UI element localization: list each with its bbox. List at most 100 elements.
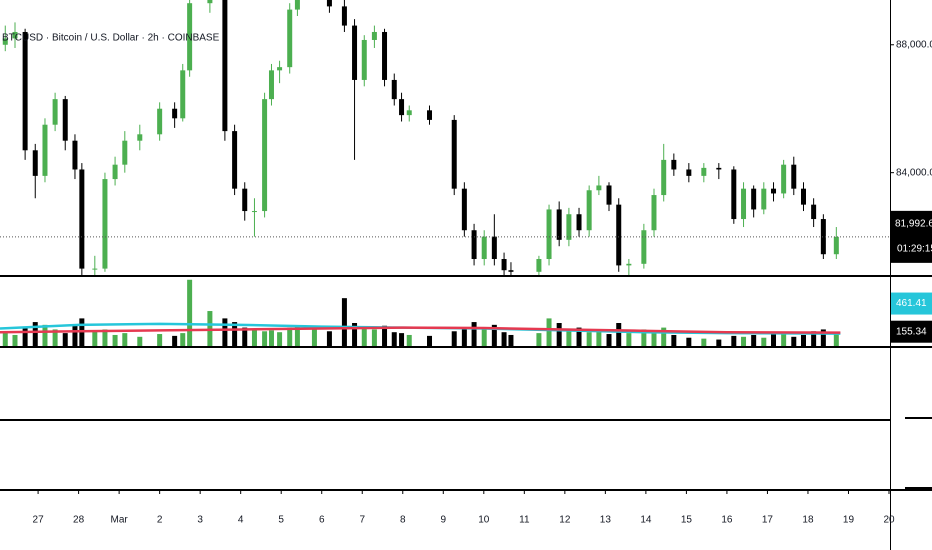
volume-ma [0,326,841,334]
candle-body [399,99,405,116]
x-tick-label: 13 [600,515,612,526]
volume-bar [122,333,128,346]
last-price-box [891,210,932,263]
candle-body [616,204,622,266]
candle-body [731,169,737,220]
candle-body [576,214,582,231]
candle-body [461,188,467,231]
volume-bar [262,331,268,346]
candle-body [361,39,367,80]
candle-body [22,31,28,151]
volume-bar [501,332,507,346]
price-pane [2,0,839,275]
volume-bar [616,323,622,346]
x-tick-label: 27 [33,515,45,526]
volume-bar [508,334,514,346]
volume-bar [112,334,118,346]
last-price-label: 81,992.69 [895,219,932,230]
candle-body [741,188,747,220]
candle-body [820,219,826,255]
volume-bar [481,329,487,346]
volume-bar [92,331,98,346]
candle-body [92,268,98,270]
x-tick-label: 19 [843,515,855,526]
volume-bar [102,329,108,346]
candle-body [471,230,477,260]
volume-bar [22,327,28,346]
volume-bar [371,329,377,346]
volume-bar [811,331,817,346]
volume-label: 155.34 [896,326,927,337]
x-tick-label: 10 [478,515,490,526]
volume-bar [311,329,317,346]
volume-bar [222,318,228,346]
candle-body [556,209,562,240]
candle-body [137,134,143,141]
y-tick-label: 88,000.00 [896,39,932,50]
candle-body [671,159,677,170]
candle-body [391,79,397,100]
candle-body [180,70,186,119]
x-tick-label: 4 [238,515,244,526]
volume-bar [137,336,143,346]
x-tick-label: 12 [559,515,571,526]
volume-bar [32,322,38,346]
candle-body [157,108,163,135]
volume-bar [287,327,293,346]
volume-bar [294,326,300,346]
candle-body [791,164,797,189]
volume-bar [382,325,388,346]
candle-body [508,270,514,272]
candle-body [326,0,332,7]
candle-body [771,188,777,194]
candle-body [382,31,388,80]
candle-body [251,211,257,213]
candle-body [222,0,228,132]
candle-body [481,236,487,260]
candle-body [12,31,18,39]
volume-bar [491,324,497,346]
x-tick-label: 11 [519,515,530,526]
candle-body [371,31,377,40]
candle-body [172,108,178,119]
y-tick-label: 84,000.00 [896,167,932,178]
volume-bar [781,334,787,346]
candle-body [491,236,497,260]
chart-title: BTCUSD · Bitcoin / U.S. Dollar · 2h · CO… [2,33,220,44]
volume-bar [556,323,562,346]
volume-bar [833,334,839,346]
volume-bar [341,298,347,346]
candle-body [801,188,807,205]
candle-body [277,67,283,71]
volume-bar [391,332,397,346]
volume-bar [326,331,332,346]
volume-bar [180,333,186,346]
candle-body [701,167,707,176]
candle-body [352,25,358,80]
volume-bar [242,327,248,346]
candle-body [811,204,817,220]
x-tick-label: 17 [762,515,774,526]
volume-label: 461.41 [896,298,927,309]
candle-body [62,99,68,141]
candle-body [79,169,85,269]
volume-bar [461,327,467,346]
volume-bar [626,333,632,346]
x-tick-label: 9 [441,515,447,526]
volume-bar [771,332,777,346]
volume-bar [820,329,826,346]
volume-bar [741,336,747,346]
candle-body [341,6,347,26]
volume-bar [671,334,677,346]
volume-bar [751,334,757,346]
candle-body [262,99,268,212]
x-tick-label: 16 [721,515,733,526]
x-tick-label: 2 [157,515,163,526]
candle-body [761,188,767,210]
x-tick-label: 18 [802,515,814,526]
candle-body [501,259,507,271]
volume-bar [12,334,18,346]
volume-bar [399,333,405,346]
volume-bar [471,322,477,346]
